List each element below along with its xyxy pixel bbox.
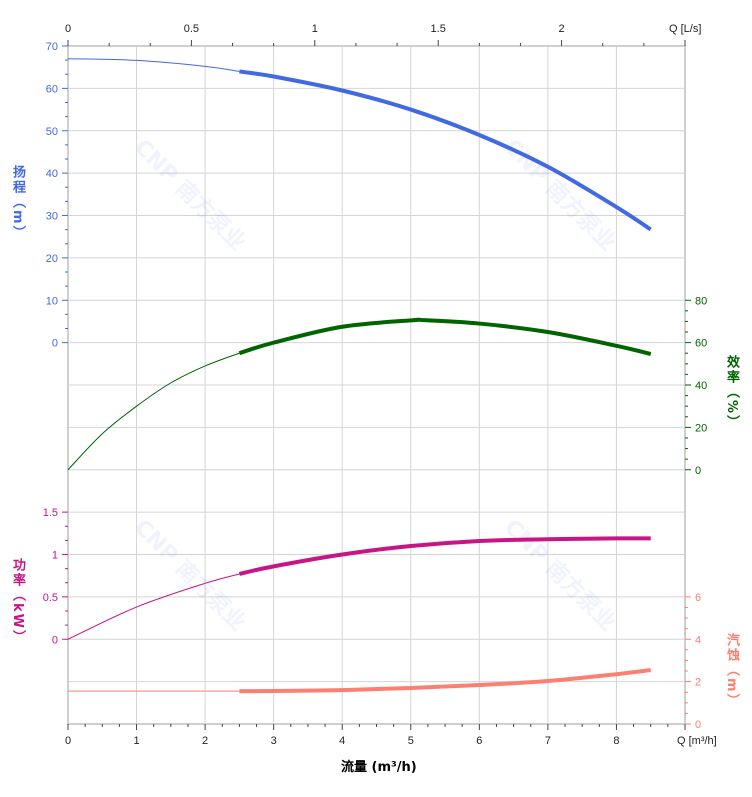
efficiency-axis-label: 效率（%） [724,355,739,431]
top-x-unit-label: Q [L/s] [669,23,701,35]
x-tick-label: 7 [545,735,551,747]
x-axis-label: 流量 (m³/h) [341,760,417,775]
y-tick-label: 40 [695,380,707,392]
watermark-logo: CNP 南方泵业 [129,134,251,256]
series-curve-thin [67,573,240,640]
y-tick-label: 0 [52,338,58,350]
y-tick-label: 20 [46,253,58,265]
x-tick-label: 2 [202,735,208,747]
watermark-logo: CNP 南方泵业 [499,514,621,636]
x-tick-label: 6 [476,735,482,747]
top-x-tick-label: 1.5 [431,23,446,35]
y-tick-label: 1 [52,550,58,562]
y-tick-label: 40 [46,168,58,180]
y-tick-label: 0 [52,634,58,646]
series-curve-operating [239,667,651,694]
y-tick-label: 30 [46,211,58,223]
y-tick-label: 10 [46,295,58,307]
top-x-tick-label: 1 [312,23,318,35]
y-tick-label: 80 [695,295,707,307]
y-tick-label: 60 [695,338,707,350]
x-tick-label: 0 [65,735,71,747]
x-tick-label: 3 [271,735,277,747]
y-tick-label: 0 [695,719,701,731]
top-x-tick-label: 0 [65,23,71,35]
watermark-logo: CNP 南方泵业 [129,514,251,636]
npsh-axis-label: 汽蚀（m） [724,633,739,709]
top-x-tick-label: 0.5 [184,23,199,35]
series-curve-thin [67,58,240,72]
y-tick-label: 20 [695,422,707,434]
y-tick-label: 2 [695,677,701,689]
series-curve-operating [239,69,652,232]
y-tick-label: 1.5 [43,507,58,519]
y-tick-label: 0.5 [43,592,58,604]
x-tick-label: 1 [133,735,139,747]
series-curve-operating [238,536,651,576]
head-axis-label: 扬程（m） [10,165,25,241]
y-tick-label: 50 [46,126,58,138]
top-x-tick-label: 2 [559,23,565,35]
x-unit-label: Q [m³/h] [677,735,717,747]
y-tick-label: 6 [695,592,701,604]
series-curve-operating [238,317,652,357]
y-tick-label: 4 [695,634,701,646]
y-tick-label: 70 [46,41,58,53]
y-tick-label: 0 [695,465,701,477]
y-tick-label: 60 [46,83,58,95]
x-tick-label: 5 [408,735,414,747]
x-tick-label: 8 [613,735,619,747]
x-tick-label: 4 [339,735,345,747]
series-curve-thin [67,352,240,471]
power-axis-label: 功率（kW） [10,558,25,645]
